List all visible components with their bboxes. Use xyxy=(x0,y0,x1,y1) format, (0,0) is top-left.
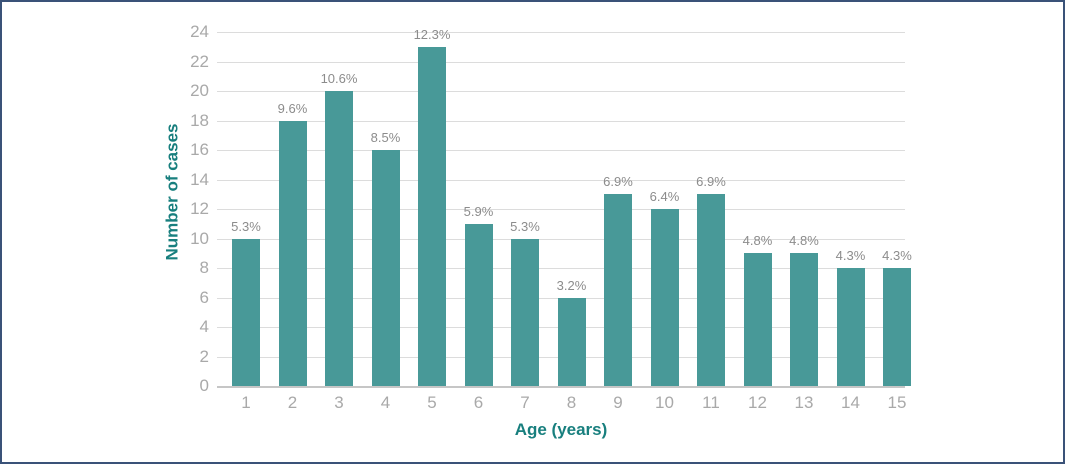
y-tick-label: 16 xyxy=(190,140,209,159)
y-tick-label: 8 xyxy=(199,258,209,277)
x-tick-label: 14 xyxy=(841,393,860,412)
x-tick-label: 2 xyxy=(287,393,298,412)
x-tick-label: 15 xyxy=(887,393,907,412)
x-tick-label: 9 xyxy=(613,393,623,412)
bar-age-12 xyxy=(743,253,772,386)
bar-age-3 xyxy=(325,91,353,386)
bar-percent-label: 6.9% xyxy=(603,174,633,190)
x-tick-label: 12 xyxy=(748,393,767,412)
bar-percent-label: 5.9% xyxy=(463,203,494,219)
bar-percent-label: 4.3% xyxy=(882,248,912,263)
x-tick-label: 7 xyxy=(520,393,530,412)
bar-age-6 xyxy=(464,223,493,386)
y-tick-label: 18 xyxy=(190,110,209,130)
bar-age-11 xyxy=(697,194,725,386)
gridline xyxy=(217,268,905,269)
y-tick-label: 2 xyxy=(199,346,209,366)
bar-age-4 xyxy=(371,150,400,386)
x-tick-label: 1 xyxy=(241,393,251,412)
bar-age-7 xyxy=(511,238,539,386)
bar-percent-label: 12.3% xyxy=(413,26,451,42)
gridline xyxy=(217,150,905,151)
bar-percent-label: 6.4% xyxy=(649,189,680,204)
gridline xyxy=(217,61,905,63)
bar-age-5 xyxy=(418,46,446,386)
y-tick-label: 24 xyxy=(190,22,209,41)
x-tick-label: 3 xyxy=(334,393,344,412)
bar-age-2 xyxy=(278,120,307,386)
bar-age-14 xyxy=(836,268,865,386)
x-tick-label: 11 xyxy=(702,393,720,412)
bar-percent-label: 4.8% xyxy=(789,233,819,249)
bar-percent-label: 6.9% xyxy=(696,174,726,190)
y-axis-title: Number of cases xyxy=(157,22,187,362)
x-tick-label: 10 xyxy=(655,393,674,412)
y-tick-label: 10 xyxy=(190,228,209,248)
bar-age-1 xyxy=(232,238,260,386)
gridline xyxy=(217,179,905,181)
gridline xyxy=(217,238,905,240)
gridline xyxy=(217,91,905,92)
y-tick-label: 22 xyxy=(190,51,209,71)
bar-percent-label: 5.3% xyxy=(231,218,261,234)
bar-percent-label: 4.3% xyxy=(835,248,866,263)
y-tick-label: 0 xyxy=(199,376,209,395)
bar-percent-label: 4.8% xyxy=(742,233,773,249)
x-tick-label: 5 xyxy=(427,393,437,412)
y-tick-label: 4 xyxy=(199,317,209,336)
gridline xyxy=(217,32,905,33)
bar-age-13 xyxy=(790,253,818,386)
y-tick-label: 12 xyxy=(190,199,209,218)
x-tick-label: 6 xyxy=(473,393,484,412)
bar-percent-label: 5.3% xyxy=(510,218,540,234)
bar-percent-label: 8.5% xyxy=(370,130,401,145)
y-tick-label: 14 xyxy=(190,169,209,189)
bar-age-8 xyxy=(557,297,586,386)
bar-age-15 xyxy=(883,268,911,386)
bar-percent-label: 9.6% xyxy=(277,100,308,116)
bar-age-9 xyxy=(604,194,632,386)
y-tick-label: 20 xyxy=(190,81,209,100)
plot-area: 5.3% 9.6% 10.6% 8.5% 12.3% 5.9% 5.3% 3.2% 6.9% 6.… xyxy=(217,27,912,388)
bar-age-10 xyxy=(650,209,679,386)
bar-percent-label: 10.6% xyxy=(320,71,358,86)
bar-percent-label: 3.2% xyxy=(556,277,587,293)
x-tick-label: 13 xyxy=(794,393,814,412)
x-axis-title: Age (years) xyxy=(514,420,608,439)
y-tick-label: 6 xyxy=(199,287,209,307)
x-tick-label: 4 xyxy=(380,393,391,412)
gridline xyxy=(217,209,905,210)
x-tick-label: 8 xyxy=(566,393,577,412)
gridline xyxy=(217,120,905,122)
